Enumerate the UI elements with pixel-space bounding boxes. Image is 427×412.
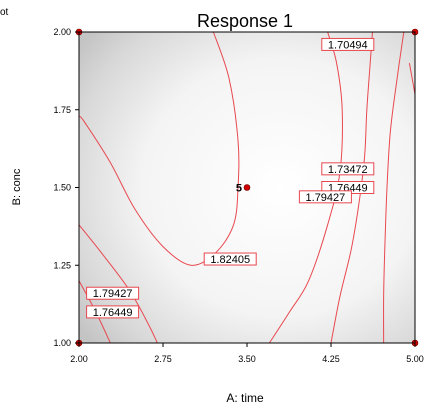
contour-line-1.76449: [330, 31, 373, 344]
x-axis-label: A: time: [226, 391, 264, 405]
contour-label-text: 1.73472: [328, 164, 368, 176]
contour-label-text: 1.82405: [210, 254, 250, 266]
contour-line-1.70494: [408, 63, 416, 95]
y-tick-label: 1.25: [53, 260, 71, 270]
design-point-label: 5: [236, 183, 242, 195]
contour-label-box: [203, 252, 257, 266]
contour-label: 1.82405: [203, 252, 257, 266]
contour-label: 1.79427: [86, 286, 140, 300]
y-tick-label: 1.50: [53, 183, 71, 193]
contour-line-1.73472: [383, 31, 405, 344]
contour-label-box: [321, 37, 375, 51]
contour-label-text: 1.79427: [93, 288, 133, 300]
x-tick-label: 5.00: [406, 354, 424, 364]
x-tick-label: 2.00: [70, 354, 88, 364]
x-tick-label: 2.75: [154, 354, 172, 364]
contour-label-text: 1.70494: [328, 39, 368, 51]
x-tick-label: 4.25: [322, 354, 340, 364]
y-axis-label: B: conc: [11, 168, 23, 205]
contour-label-text: 1.79427: [306, 192, 346, 204]
contour-label-box: [86, 305, 140, 319]
y-tick-label: 2.00: [53, 27, 71, 37]
contour-label: 1.73472: [321, 162, 375, 176]
contour-label-box: [86, 286, 140, 300]
y-tick-label: 1.00: [53, 338, 71, 348]
x-tick-label: 3.50: [238, 354, 256, 364]
contour-label: 1.70494: [321, 37, 375, 51]
contour-label-box: [298, 190, 352, 204]
contour-label: 1.76449: [86, 305, 140, 319]
contour-label: 1.79427: [298, 190, 352, 204]
design-point: [243, 184, 251, 191]
contour-label-box: [321, 162, 375, 176]
y-tick-label: 1.75: [53, 105, 71, 115]
contour-label-text: 1.76449: [93, 307, 133, 319]
corner-label: ot: [0, 7, 9, 18]
chart-title: Response 1: [197, 11, 293, 31]
